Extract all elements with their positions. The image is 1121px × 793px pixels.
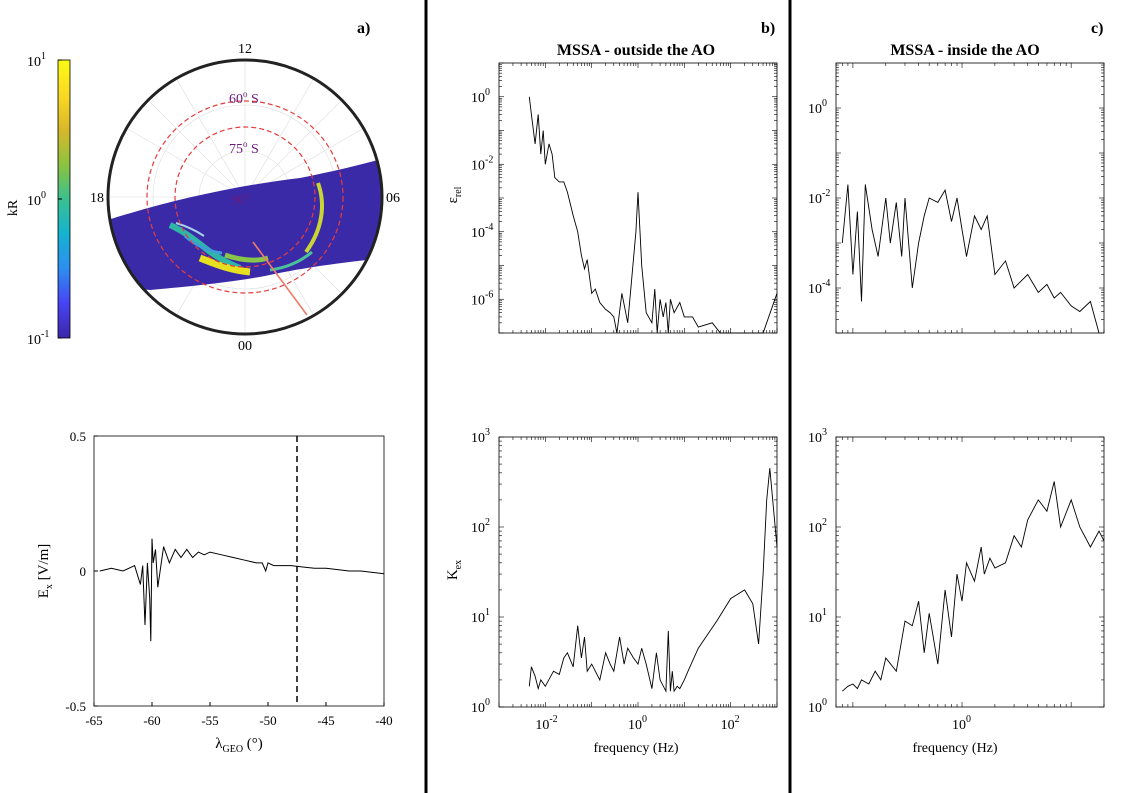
p-b-bottom-ytick-label: 101: [471, 607, 490, 626]
p-b-bottom-xtick-label: 102: [721, 714, 740, 733]
p-c-top-ytick-label: 100: [808, 98, 827, 117]
ex-xtick-label: -55: [201, 713, 218, 728]
satellite-track: [252, 241, 308, 316]
ex-ytick-label: -0.5: [65, 699, 86, 714]
hour-label-12: 12: [238, 42, 252, 57]
p-b-bottom-ytick-label: 103: [471, 427, 490, 446]
p-c-bottom-ytick-label: 102: [808, 517, 827, 536]
lat-label-90: 90o: [231, 190, 250, 208]
ex-xtick-label: -45: [317, 713, 334, 728]
p-b-top-series-line: [528, 96, 778, 334]
panel-c-top: 100 10-2 10-4: [808, 62, 1105, 334]
polar-grid: [108, 60, 382, 334]
panel-b-title: MSSA - outside the AO: [557, 42, 715, 59]
ex-xtick-label: -60: [143, 713, 160, 728]
panel-c-bottom: 103 102 101 100 100: [808, 427, 1105, 733]
p-b-bottom-series-line: [528, 468, 778, 693]
oval-boundary-inner: [174, 126, 316, 268]
ex-xtick-label: -65: [85, 713, 102, 728]
p-c-bottom-xtick-label: 100: [952, 714, 971, 733]
lat-label-75: 75o S: [229, 139, 259, 157]
panel-label-b: b): [761, 20, 775, 37]
panel-label-c: c): [1091, 20, 1103, 37]
lat-label-60: 60o S: [229, 89, 259, 107]
p-b-top-ytick-label: 100: [471, 87, 490, 106]
ex-plot-frame: [93, 435, 385, 707]
ex-xtick-label: -40: [375, 713, 392, 728]
p-c-top-ytick-label: 10-2: [808, 188, 830, 207]
p-b-top-ytick-label: 10-6: [471, 289, 493, 308]
colorbar-tick-bottom: 10-1: [27, 329, 49, 348]
panel-label-a: a): [357, 20, 370, 37]
p-c-top-ytick-label: 10-4: [808, 278, 830, 297]
p-b-bottom-xtick-label: 10-2: [535, 714, 557, 733]
colorbar-tick-mid: 100: [27, 190, 46, 209]
colorbar-label: kR: [6, 199, 21, 216]
ex-plot: -65 -60 -55 -50 -45 -40 0.5 0 -0.5 Ex [V/m] λGEO…: [36, 429, 393, 755]
b-xlabel: frequency (Hz): [593, 741, 678, 756]
p-c-bottom-frame: [835, 436, 1105, 708]
colorbar-ticks: 101 100 10-1: [27, 51, 62, 348]
p-c-bottom-ytick-label: 101: [808, 607, 827, 626]
imager-swath: [108, 158, 382, 290]
p-c-bottom-ytick-label: 103: [808, 427, 827, 446]
panel-c-title: MSSA - inside the AO: [890, 42, 1039, 59]
p-b-bottom-ytick-label: 100: [471, 697, 490, 716]
p-c-top-frame: [835, 62, 1105, 334]
hour-label-18: 18: [90, 191, 104, 206]
hour-label-06: 06: [386, 191, 400, 206]
c-xlabel: frequency (Hz): [912, 741, 997, 756]
ex-ylabel: Ex [V/m]: [36, 544, 55, 599]
p-c-bottom-ytick-label: 100: [808, 697, 827, 716]
ex-xlabel: λGEO (°): [215, 736, 263, 755]
ex-xtick-label: -50: [259, 713, 276, 728]
p-c-bottom-series-line: [842, 481, 1105, 692]
polar-plot: 12 18 06 00 60o S 75o S 90o: [90, 42, 400, 354]
p-b-top-ytick-label: 10-2: [471, 154, 493, 173]
p-c-top-series-line: [841, 184, 1100, 334]
panel-b-top: 100 10-2 10-4 10-6: [471, 62, 778, 334]
p-b-top-ytick-label: 10-4: [471, 222, 493, 241]
ex-axis-ticks: -65 -60 -55 -50 -45 -40 0.5 0 -0.5: [65, 429, 392, 728]
hour-label-00: 00: [238, 339, 252, 354]
polar-outline: [106, 58, 384, 336]
p-b-bottom-xtick-label: 100: [628, 714, 647, 733]
oval-boundary-outer: [146, 100, 344, 294]
b-ylabel-bottom: Kex: [445, 560, 464, 580]
ex-ytick-label: 0.5: [70, 429, 86, 444]
p-b-bottom-ytick-label: 102: [471, 517, 490, 536]
p-b-bottom-frame: [498, 436, 778, 708]
b-ylabel-top: εrel: [445, 186, 464, 203]
panel-b-bottom: 103 102 101 100 10-2 100 102: [471, 427, 778, 733]
ex-series-line: [99, 538, 385, 642]
ex-ytick-label: 0: [80, 564, 87, 579]
colorbar-tick-top: 101: [27, 51, 46, 70]
